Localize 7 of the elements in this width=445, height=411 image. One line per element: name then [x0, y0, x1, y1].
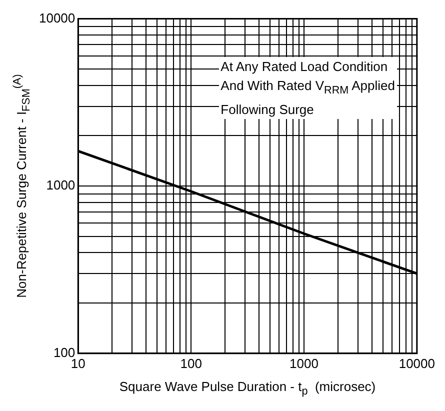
x-axis-title: Square Wave Pulse Duration - t$_{p}$ (microsec) — [118, 379, 377, 398]
x-tick-label: 1000 — [290, 356, 318, 371]
y-tick-label: 1000 — [46, 178, 76, 193]
text: At Any Rated Load Condition And With Rated V$_{RRM}$ Applied Following Surge — [220, 58, 395, 118]
x-tick-label: 100 — [180, 356, 202, 371]
x-tick-label: 10000 — [398, 356, 436, 371]
y-tick-label: 10000 — [38, 10, 76, 26]
